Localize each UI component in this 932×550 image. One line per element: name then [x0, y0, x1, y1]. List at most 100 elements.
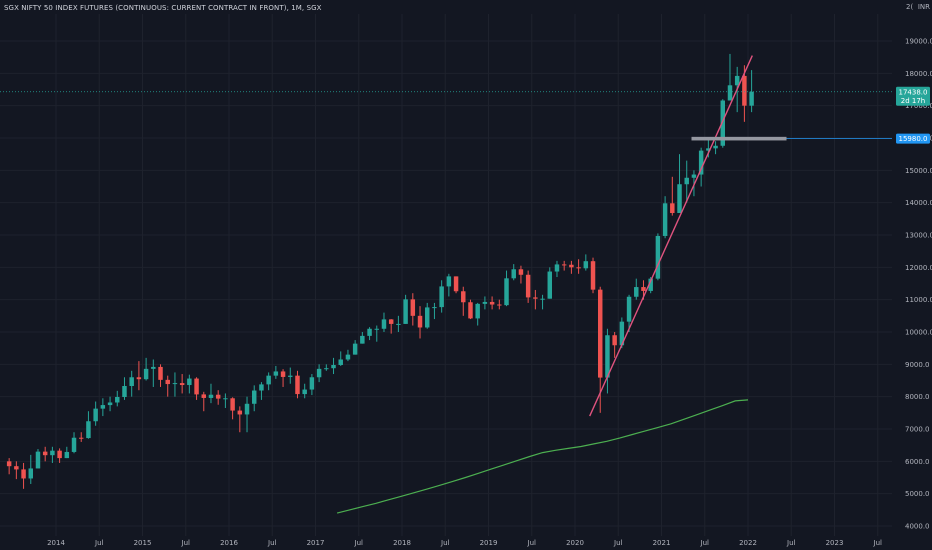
candle [201, 391, 207, 412]
candle [122, 377, 127, 400]
candle-body [468, 302, 473, 319]
price-axis-labels: 17438.02d 17h 15980.0 [896, 86, 930, 144]
candle [331, 357, 336, 375]
candle [367, 327, 372, 341]
candle-body [626, 296, 632, 322]
y-tick-label: 5000.0 [905, 490, 930, 498]
candle [288, 367, 293, 384]
candle-body [533, 297, 538, 299]
y-tick-label: 18000.0 [905, 70, 932, 78]
candle-body [432, 307, 437, 309]
candle-body [338, 359, 343, 365]
candle [583, 254, 589, 271]
current-price-label: 17438.0 [899, 88, 928, 96]
candle-body [78, 437, 84, 439]
candle [172, 372, 178, 397]
y-tick-label: 19000.0 [905, 38, 932, 46]
candle-body [151, 366, 156, 369]
candle-body [590, 261, 596, 290]
x-tick-label: 2014 [47, 539, 65, 547]
candle [381, 312, 387, 332]
candle-body [475, 303, 480, 319]
candle-body [223, 398, 228, 400]
candle [677, 154, 682, 214]
candle-body [64, 451, 70, 459]
candle-body [410, 299, 416, 316]
candle-body [597, 289, 603, 378]
x-tick-label: 2016 [220, 539, 238, 547]
y-tick-label: 12000.0 [905, 264, 932, 272]
candle-body [367, 328, 372, 336]
y-tick-label: 13000.0 [905, 232, 932, 240]
candle-body [706, 148, 711, 151]
candle [6, 458, 12, 475]
candle-body [71, 437, 77, 452]
candle-body [6, 461, 12, 467]
y-tick-label: 17000.0 [905, 102, 932, 110]
candle [612, 332, 617, 358]
candle-body [14, 466, 19, 470]
candle-body [489, 301, 495, 305]
candle [151, 359, 156, 387]
candle [259, 382, 264, 400]
candle [50, 446, 55, 463]
candle-body [713, 145, 718, 149]
candle [324, 364, 329, 371]
candle-body [237, 410, 243, 415]
candle [115, 390, 120, 407]
candle [662, 196, 668, 239]
y-tick-label: 14000.0 [905, 199, 932, 207]
candle-body [165, 379, 170, 385]
x-tick-label: Jul [786, 539, 796, 547]
candle [540, 294, 545, 310]
candle-body [360, 335, 365, 344]
candle [698, 147, 704, 187]
candle-body [446, 276, 452, 287]
candle [194, 377, 199, 400]
candle-body [288, 375, 293, 377]
level-zone-marker [691, 136, 787, 141]
candle-body [619, 321, 625, 346]
x-tick-label: Jul [873, 539, 883, 547]
candle-body [677, 184, 682, 214]
candle-body [129, 377, 134, 386]
price-axis[interactable]: 4000.0 5000.0 6000.0 7000.0 8000.0 9000.0 1000… [905, 3, 932, 531]
candle [396, 315, 401, 332]
candle [691, 170, 697, 197]
candle [511, 264, 516, 281]
candle [388, 319, 394, 334]
candle-body [230, 398, 235, 411]
level-price-badge [896, 133, 930, 144]
candle-body [662, 203, 668, 236]
candle [670, 176, 675, 216]
chart-title: SGX NIFTY 50 INDEX FUTURES (CONTINUOUS: … [4, 4, 322, 12]
candle-body [302, 389, 307, 395]
candle [713, 141, 718, 155]
candle [187, 374, 192, 394]
candle [417, 306, 423, 339]
time-axis[interactable]: 2014 Jul 2015 Jul 2016 Jul 2017 Jul 2018 Jul 2019 J… [47, 539, 882, 547]
candle [42, 446, 48, 462]
candle-body [461, 291, 466, 303]
candle [71, 432, 77, 454]
y-tick-label: 9000.0 [905, 361, 930, 369]
candle [403, 294, 408, 324]
candle [446, 273, 452, 297]
candle [302, 383, 307, 399]
x-tick-label: Jul [94, 539, 104, 547]
currency-label[interactable]: INR [917, 3, 930, 11]
candle [475, 302, 480, 326]
candle [280, 369, 286, 387]
candle [338, 351, 343, 366]
trendline [589, 55, 753, 417]
candle [244, 396, 250, 433]
candle [525, 270, 531, 303]
candle [626, 294, 632, 332]
candle-body [381, 319, 387, 329]
candle [223, 393, 228, 408]
sma-line [336, 399, 749, 514]
candle-body [42, 451, 48, 456]
x-tick-label: Jul [181, 539, 191, 547]
candle [461, 286, 466, 316]
